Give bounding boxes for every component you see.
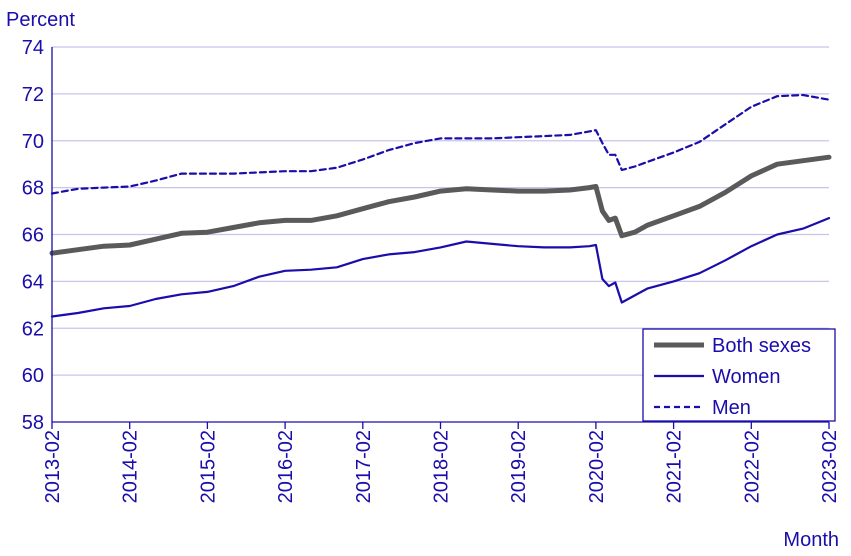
y-tick-label: 68 [22,178,44,200]
x-tick-label: 2018-02 [431,430,453,503]
y-tick-label: 60 [22,365,44,387]
x-tick-label: 2022-02 [741,430,763,503]
series-line-women [50,217,831,318]
gridlines [52,46,829,376]
series-line-men [50,93,831,195]
x-tick-label: 2015-02 [197,430,219,503]
x-tick-label: 2023-02 [819,430,841,503]
x-axis-title: Month [783,529,839,551]
y-tick-labels: 58 60 62 64 66 68 70 72 74 [22,37,44,434]
x-tick-labels: 2013-02 2014-02 2015-02 2016-02 2017-02 2018-… [42,430,841,503]
x-tick-label: 2013-02 [42,430,64,503]
x-tick-label: 2014-02 [120,430,142,503]
axes [51,47,830,429]
y-tick-label: 62 [22,318,44,340]
x-tick-label: 2020-02 [586,430,608,503]
y-axis-title: Percent [6,9,75,31]
y-tick-label: 66 [22,225,44,247]
y-tick-label: 58 [22,412,44,434]
legend-label-men: Men [712,397,751,419]
y-tick-label: 74 [22,37,44,59]
x-tick-label: 2016-02 [275,430,297,503]
y-tick-label: 64 [22,271,44,293]
legend-label-both-sexes: Both sexes [712,335,811,357]
series-lines [49,93,832,318]
x-tick-label: 2019-02 [508,430,530,503]
y-tick-label: 72 [22,84,44,106]
x-tick-label: 2017-02 [353,430,375,503]
legend[interactable]: Both sexes Women Men [642,328,836,422]
series-line-both [49,154,832,256]
legend-label-women: Women [712,366,781,388]
y-tick-label: 70 [22,131,44,153]
x-tick-label: 2021-02 [664,430,686,503]
